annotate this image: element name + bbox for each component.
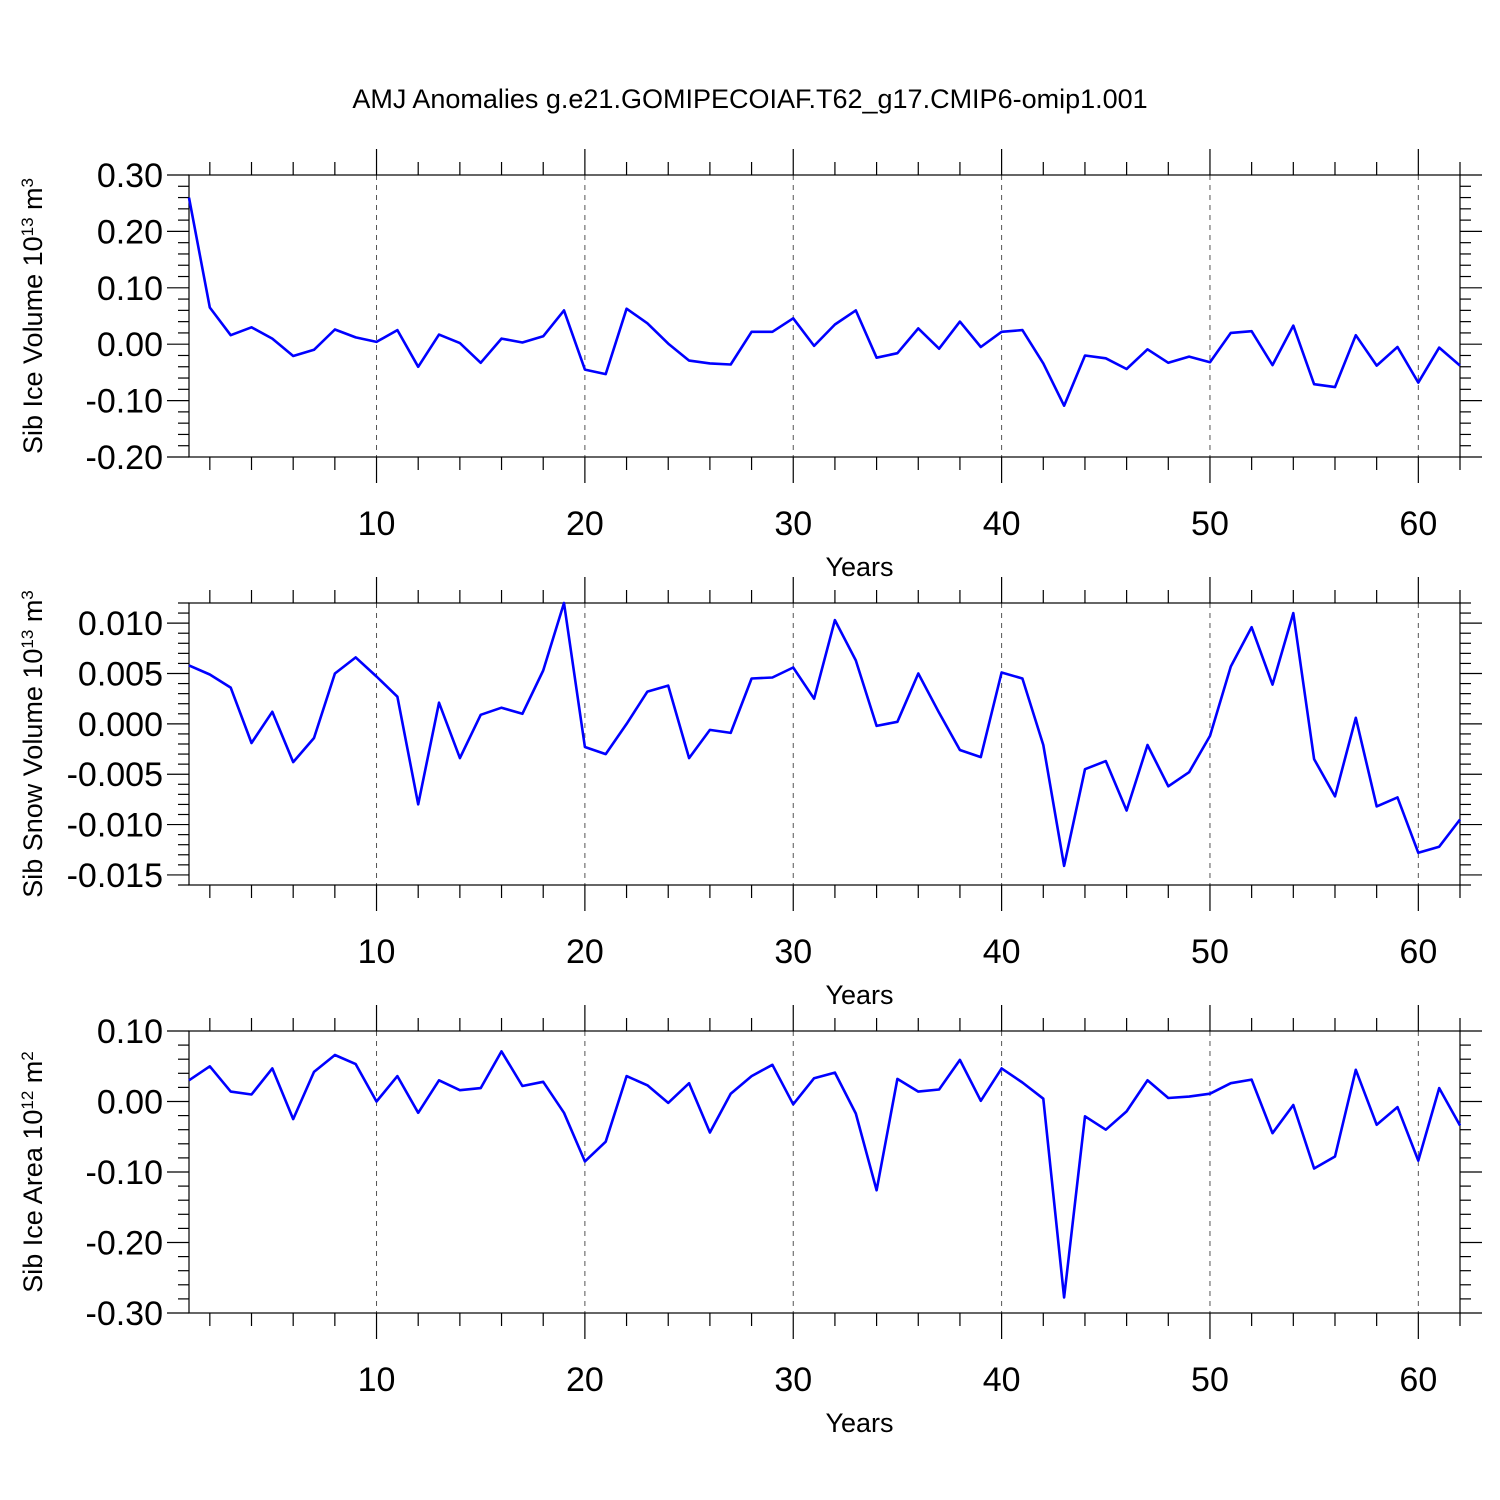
x-tick-label: 30 [774, 933, 812, 971]
y-axis-title-part: Sib Snow Volume 10 [18, 649, 48, 898]
series-line-ice-area [188, 1050, 1462, 1299]
x-tick-label: 20 [566, 1361, 604, 1399]
plot-panel-ice-volume: -0.20 -0.10 0.00 0.10 0.20 0.30 10 20 30 40 50 60 Ye… [18, 149, 1482, 582]
series-line-ice-volume [187, 197, 1461, 408]
y-tick-label: -0.010 [67, 807, 163, 845]
y-tick-label: -0.10 [86, 383, 164, 421]
y-tick-label: -0.20 [86, 439, 164, 477]
y-tick-label: 0.20 [97, 213, 163, 251]
y-tick-label: 0.00 [97, 326, 163, 364]
y-axis-title-superscript: 13 [18, 630, 37, 649]
x-tick-label: 30 [774, 1361, 812, 1399]
y-axis-title-part: m [18, 1061, 48, 1091]
x-tick-label: 60 [1399, 505, 1437, 543]
y-axis-title-superscript: 2 [18, 1051, 37, 1060]
y-axis-title-superscript: 3 [18, 178, 37, 187]
x-tick-label: 10 [358, 1361, 396, 1399]
x-tick-label: 40 [983, 505, 1021, 543]
x-tick-label: 20 [566, 933, 604, 971]
plot-frame [188, 602, 1461, 886]
y-axis-title-part: Sib Ice Area 10 [18, 1110, 48, 1293]
x-tick-label: 40 [983, 1361, 1021, 1399]
x-tick-label: 10 [358, 505, 396, 543]
x-tick-label: 50 [1191, 505, 1229, 543]
y-axis-title-superscript: 12 [18, 1091, 37, 1110]
x-axis-title: Years [825, 1408, 893, 1438]
y-tick-label: 0.10 [97, 1013, 163, 1051]
y-axis-title: Sib Ice Area 1012 m2 [18, 1051, 49, 1293]
x-axis-title: Years [825, 552, 893, 582]
y-tick-label: -0.10 [86, 1154, 164, 1192]
x-tick-label: 50 [1191, 933, 1229, 971]
plot-panel-snow-volume: -0.015 -0.010 -0.005 0.000 0.005 0.010 10 20 30 4… [18, 577, 1482, 1010]
plot-frame [188, 1030, 1461, 1314]
y-tick-label: 0.005 [78, 656, 163, 694]
figure-title: AMJ Anomalies g.e21.GOMIPECOIAF.T62_g17.… [352, 84, 1148, 114]
y-tick-label: -0.005 [67, 756, 163, 794]
x-axis-title: Years [825, 980, 893, 1010]
y-axis-title: Sib Ice Volume 1013 m3 [18, 178, 49, 454]
y-tick-label: 0.000 [78, 706, 163, 744]
y-axis-title-part: m [18, 187, 48, 217]
y-tick-label: -0.015 [67, 857, 163, 895]
x-tick-label: 40 [983, 933, 1021, 971]
y-axis-title-part: m [18, 600, 48, 630]
y-tick-label: 0.00 [97, 1084, 163, 1122]
x-tick-label: 60 [1399, 1361, 1437, 1399]
y-tick-label: 0.30 [97, 157, 163, 195]
y-axis-title-part: Sib Ice Volume 10 [18, 236, 48, 454]
x-tick-label: 20 [566, 505, 604, 543]
y-axis-title-superscript: 3 [18, 590, 37, 599]
series-line-snow-volume [188, 601, 1462, 868]
plot-frame [188, 174, 1461, 458]
y-tick-label: -0.20 [86, 1225, 164, 1263]
x-tick-label: 30 [774, 505, 812, 543]
y-tick-label: 0.10 [97, 270, 163, 308]
x-tick-label: 10 [358, 933, 396, 971]
y-axis-title-superscript: 13 [18, 217, 37, 236]
plot-panel-ice-area: -0.30 -0.20 -0.10 0.00 0.10 10 20 30 40 50 60 Years… [18, 1005, 1482, 1438]
y-tick-label: -0.30 [86, 1295, 164, 1333]
y-tick-label: 0.010 [78, 605, 163, 643]
y-axis-title: Sib Snow Volume 1013 m3 [18, 590, 49, 898]
x-tick-label: 50 [1191, 1361, 1229, 1399]
x-tick-label: 60 [1399, 933, 1437, 971]
